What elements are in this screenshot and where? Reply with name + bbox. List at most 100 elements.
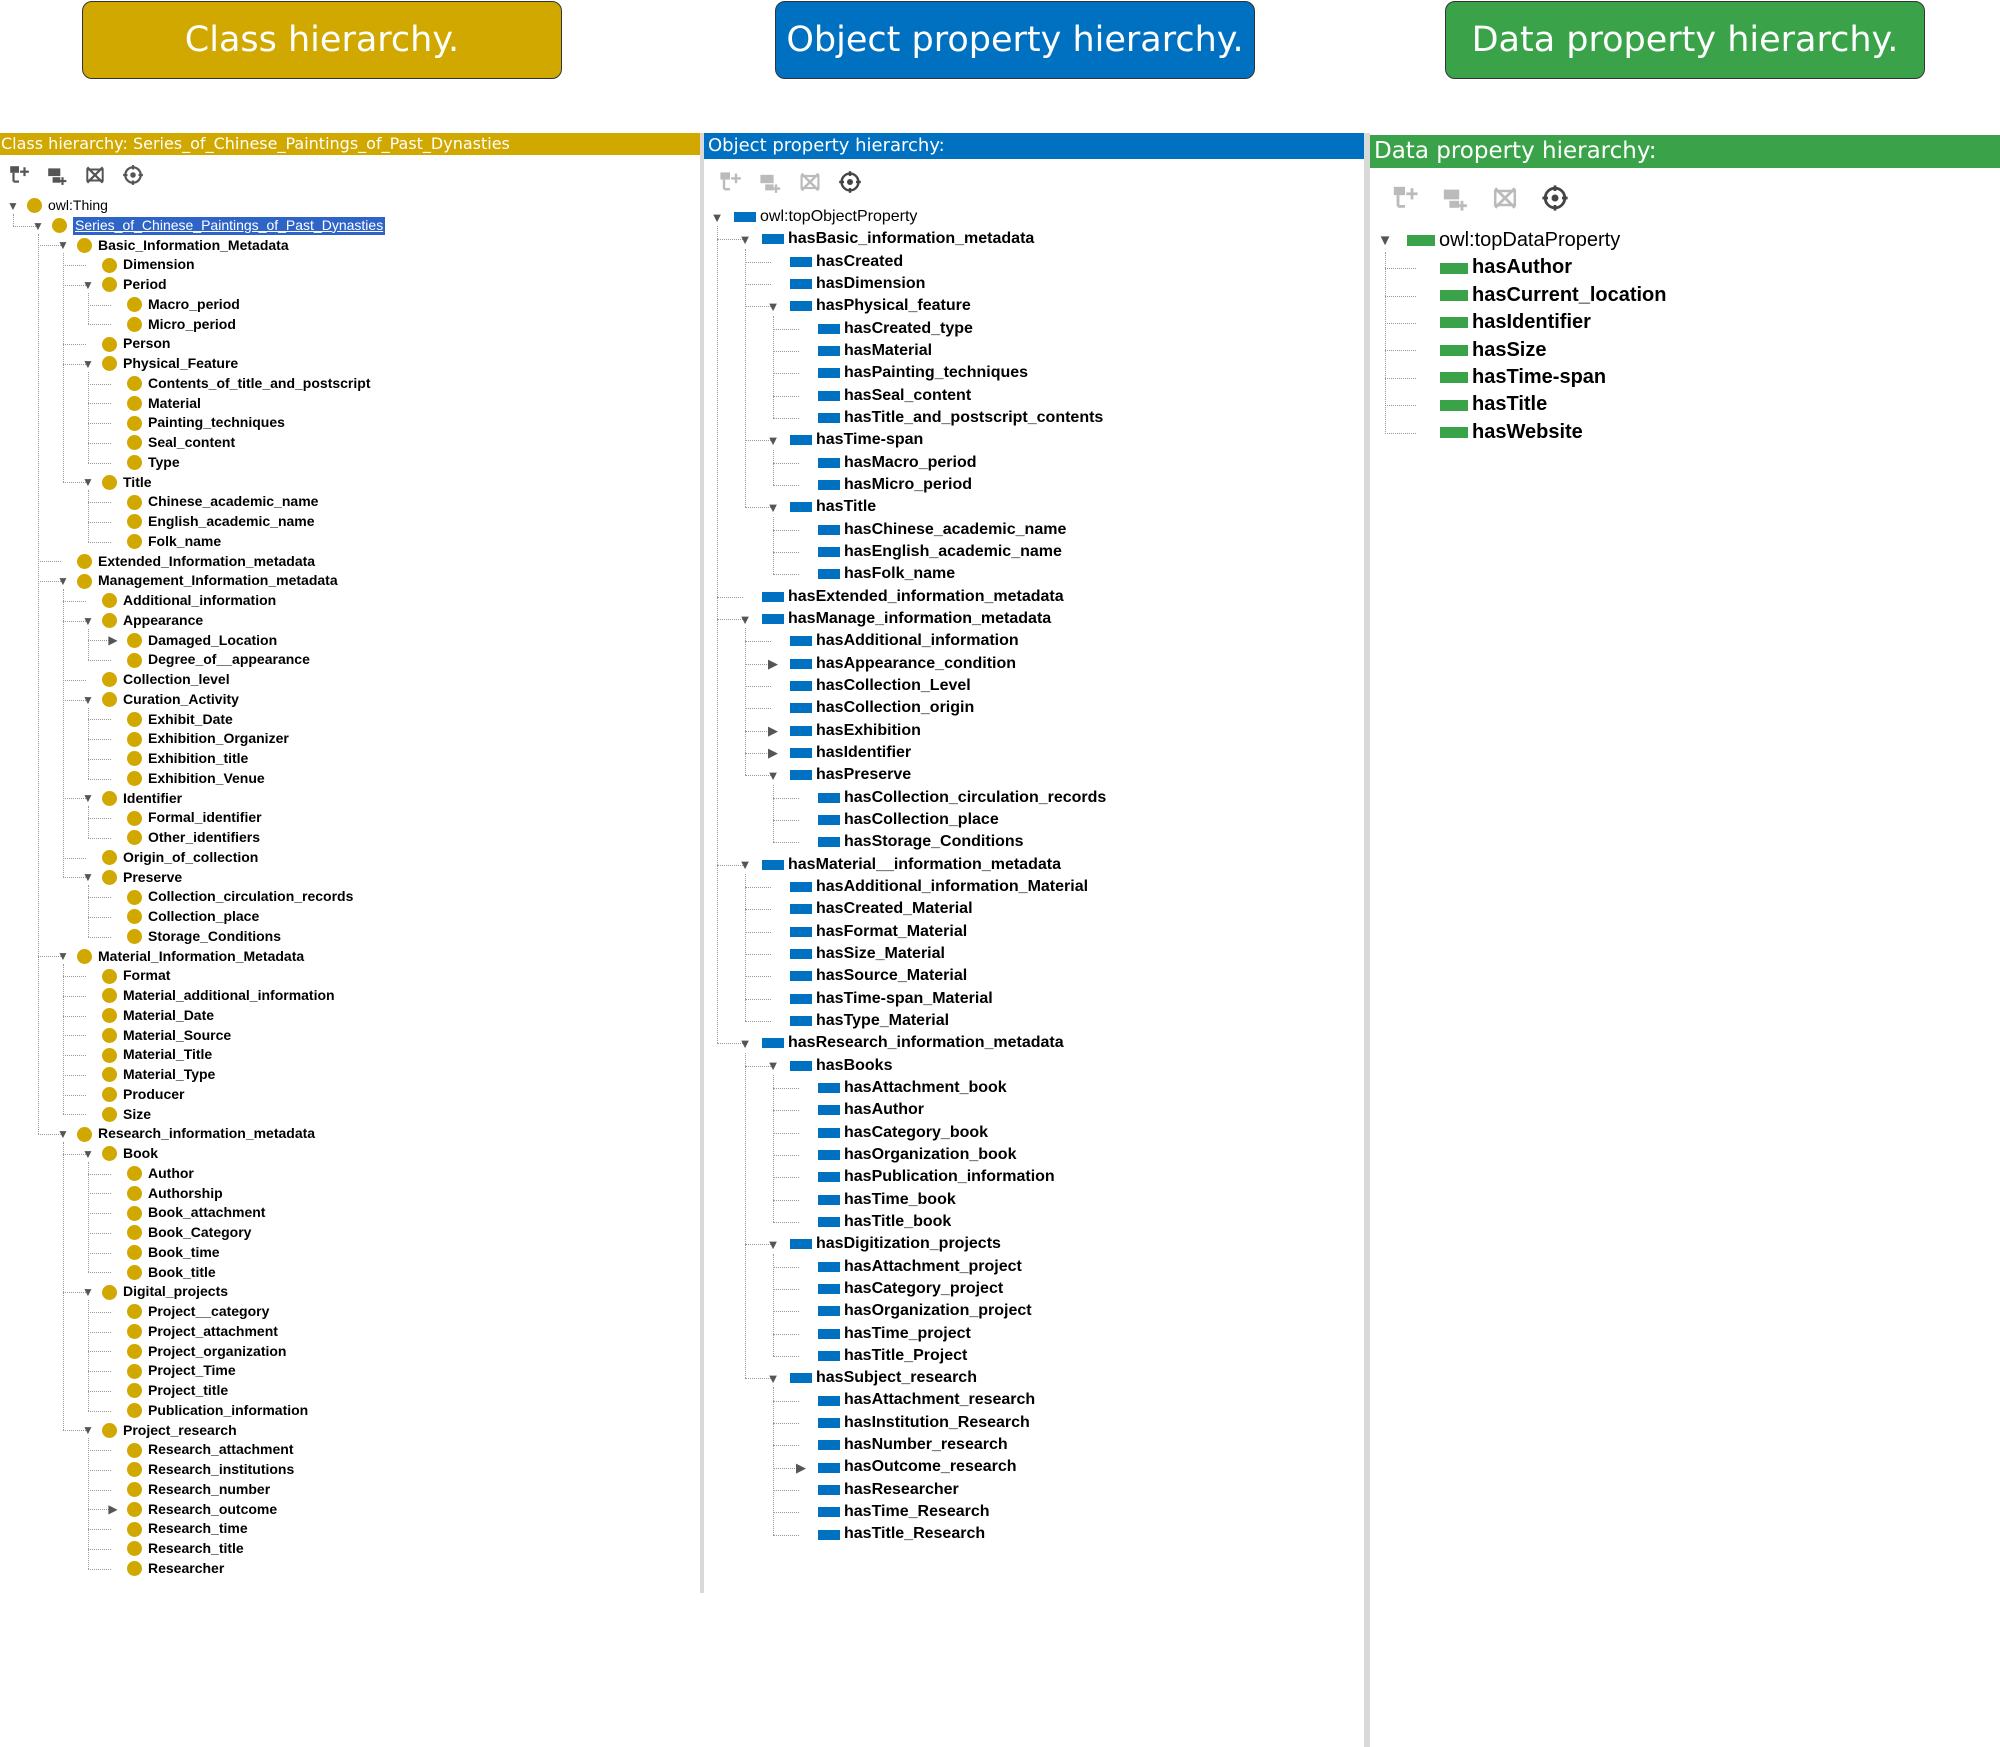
expanded-triangle-icon[interactable]: ▼ [766,1370,780,1386]
object-property-tree-row[interactable]: hasMacro_period [704,452,1364,474]
class-tree-row[interactable]: Other_identifiers [0,828,700,848]
class-tree-row[interactable]: ▼ Management_Information_metadata [0,571,700,591]
expanded-triangle-icon[interactable]: ▼ [766,432,780,448]
expanded-triangle-icon[interactable]: ▼ [766,499,780,515]
collapsed-triangle-icon[interactable]: ▶ [796,1459,806,1475]
class-tree-row[interactable]: ▼ Project_research [0,1421,700,1441]
expanded-triangle-icon[interactable]: ▼ [82,870,94,885]
delete-property-button[interactable] [790,170,830,194]
object-property-tree-row[interactable]: hasNumber_research [704,1434,1364,1456]
object-property-tree-row[interactable]: ▼ hasManage_information_metadata [704,608,1364,630]
class-tree-row[interactable]: Chinese_academic_name [0,492,700,512]
class-tree-row[interactable]: Author [0,1164,700,1184]
collapsed-triangle-icon[interactable]: ▶ [108,633,118,648]
expanded-triangle-icon[interactable]: ▼ [82,475,94,490]
class-tree-row[interactable]: Size [0,1105,700,1125]
expanded-triangle-icon[interactable]: ▼ [82,791,94,806]
object-property-tree-row[interactable]: ▶ hasIdentifier [704,742,1364,764]
data-property-tree-row[interactable]: hasTitle [1370,391,2000,418]
object-property-tree-row[interactable]: hasMaterial [704,340,1364,362]
class-tree-row[interactable]: Material_Type [0,1065,700,1085]
class-tree-row[interactable]: Book_attachment [0,1203,700,1223]
object-property-tree-row[interactable]: hasSource_Material [704,965,1364,987]
class-tree-row[interactable]: Seal_content [0,433,700,453]
class-tree-row[interactable]: ▼ Research_information_metadata [0,1124,700,1144]
class-tree-row[interactable]: ▼ Material_Information_Metadata [0,947,700,967]
object-property-tree-row[interactable]: hasFormat_Material [704,921,1364,943]
target-button[interactable] [830,170,870,194]
object-property-tree-row[interactable]: hasSize_Material [704,943,1364,965]
class-tree-row[interactable]: Project_Time [0,1361,700,1381]
class-tree-row[interactable]: Extended_Information_metadata [0,552,700,572]
class-tree-row[interactable]: Material [0,394,700,414]
object-property-tree-row[interactable]: hasPainting_techniques [704,362,1364,384]
object-property-tree-row[interactable]: ▼ hasDigitization_projects [704,1233,1364,1255]
object-property-tree-row[interactable]: hasDimension [704,273,1364,295]
object-property-tree-row[interactable]: hasCollection_circulation_records [704,787,1364,809]
class-tree-row[interactable]: ▼ Digital_projects [0,1282,700,1302]
class-tree-row[interactable]: Material_additional_information [0,986,700,1006]
object-property-tree-row[interactable]: ▶ hasOutcome_research [704,1456,1364,1478]
class-tree-row[interactable]: Contents_of_title_and_postscript [0,374,700,394]
class-tree-row[interactable]: Research_title [0,1539,700,1559]
add-sibling-class-button[interactable] [38,164,76,186]
expanded-triangle-icon[interactable]: ▼ [82,613,94,628]
class-tree-row[interactable]: Collection_circulation_records [0,887,700,907]
class-tree-row[interactable]: Folk_name [0,532,700,552]
object-property-tree-row[interactable]: hasAttachment_research [704,1389,1364,1411]
object-property-tree-row[interactable]: hasStorage_Conditions [704,831,1364,853]
class-tree-row[interactable]: Type [0,453,700,473]
class-tree-row[interactable]: ▼ Book [0,1144,700,1164]
object-property-tree-row[interactable]: hasCategory_project [704,1278,1364,1300]
object-property-tree-row[interactable]: hasInstitution_Research [704,1412,1364,1434]
class-tree-row[interactable]: ▼ Title [0,473,700,493]
object-property-tree-row[interactable]: ▼ hasTime-span [704,429,1364,451]
delete-property-button[interactable] [1480,184,1530,212]
class-tree-row[interactable]: Storage_Conditions [0,927,700,947]
object-property-tree-row[interactable]: ▼ hasSubject_research [704,1367,1364,1389]
object-property-tree-row[interactable]: hasEnglish_academic_name [704,541,1364,563]
data-property-tree-row[interactable]: hasTime-span [1370,364,2000,391]
object-property-tree-row[interactable]: hasResearcher [704,1479,1364,1501]
class-tree-row[interactable]: Degree_of__appearance [0,650,700,670]
expanded-triangle-icon[interactable]: ▼ [766,767,780,783]
object-property-tree-row[interactable]: ▼ hasBooks [704,1055,1364,1077]
expanded-triangle-icon[interactable]: ▼ [738,857,752,873]
expanded-triangle-icon[interactable]: ▼ [57,238,69,253]
expanded-triangle-icon[interactable]: ▼ [738,1035,752,1051]
expanded-triangle-icon[interactable]: ▼ [7,198,19,213]
object-property-tree-row[interactable]: hasAdditional_information_Material [704,876,1364,898]
class-tree-row[interactable]: Collection_place [0,907,700,927]
class-tree-row[interactable]: Format [0,966,700,986]
expanded-triangle-icon[interactable]: ▼ [738,231,752,247]
object-property-tree-row[interactable]: hasCollection_Level [704,675,1364,697]
add-sibling-property-button[interactable] [750,170,790,194]
class-tree-row[interactable]: ▼ Preserve [0,868,700,888]
class-tree-row[interactable]: ▼ owl:Thing [0,196,700,216]
object-property-tree-row[interactable]: hasCreated [704,251,1364,273]
object-property-tree-row[interactable]: hasCreated_type [704,318,1364,340]
class-tree-row[interactable]: Book_title [0,1263,700,1283]
object-property-tree-row[interactable]: ▼ hasTitle [704,496,1364,518]
class-tree-row[interactable]: Micro_period [0,315,700,335]
expanded-triangle-icon[interactable]: ▼ [82,356,94,371]
object-property-tree-row[interactable]: hasAttachment_project [704,1256,1364,1278]
object-property-tree-row[interactable]: hasCollection_origin [704,697,1364,719]
class-tree-row[interactable]: Material_Title [0,1045,700,1065]
expanded-triangle-icon[interactable]: ▼ [82,1285,94,1300]
object-property-tree-row[interactable]: ▼ hasMaterial__information_metadata [704,854,1364,876]
object-property-tree-row[interactable]: hasAdditional_information [704,630,1364,652]
object-property-tree-row[interactable]: hasMicro_period [704,474,1364,496]
class-tree-row[interactable]: English_academic_name [0,512,700,532]
expanded-triangle-icon[interactable]: ▼ [82,277,94,292]
class-tree-row[interactable]: ▼ Physical_Feature [0,354,700,374]
expanded-triangle-icon[interactable]: ▼ [710,209,724,225]
object-property-tree-row[interactable]: ▶ hasExhibition [704,720,1364,742]
class-tree-row[interactable]: Project__category [0,1302,700,1322]
class-tree-row[interactable]: Producer [0,1085,700,1105]
expanded-triangle-icon[interactable]: ▼ [57,1127,69,1142]
add-sibling-property-button[interactable] [1430,184,1480,212]
expanded-triangle-icon[interactable]: ▼ [32,218,44,233]
class-tree-row[interactable]: Origin_of_collection [0,848,700,868]
class-tree-row[interactable]: ▼ Appearance [0,611,700,631]
